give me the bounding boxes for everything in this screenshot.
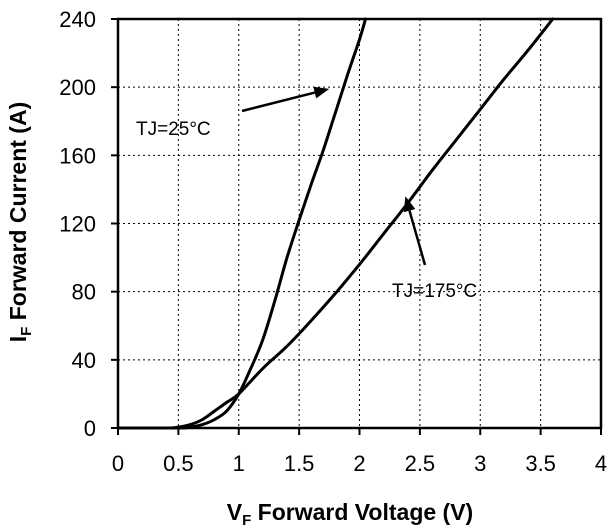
annotation-label-tj-175c: TJ=175°C [392,281,477,302]
x-tick-label: 2.5 [405,451,436,476]
x-tick-label: 1 [233,451,245,476]
curves [116,17,555,430]
y-tick-label: 160 [59,143,96,168]
grid [118,19,601,428]
x-tick-label: 2 [353,451,365,476]
y-tick-label: 120 [59,212,96,237]
annotation-label-tj-25c: TJ=25°C [136,119,211,140]
x-tick-label: 0 [112,451,124,476]
x-tick-label: 3.5 [525,451,556,476]
arrow-shaft-tj-175c [408,210,427,266]
arrow-head-tj-25c [313,86,330,99]
y-tick-label: 40 [72,348,96,373]
y-tick-label: 80 [72,280,96,305]
arrow-head-tj-175c [403,196,416,213]
y-axis-title: IF Forward Current (A) [5,102,35,342]
x-tick-label: 4 [595,451,607,476]
y-tick-label: 200 [59,75,96,100]
x-tick-label: 1.5 [284,451,315,476]
x-tick-label: 3 [474,451,486,476]
arrow-shaft-tj-25c [241,91,316,113]
series-line-tj-25c [116,17,367,430]
y-tick-label: 0 [84,416,96,441]
x-tick-label: 0.5 [163,451,194,476]
y-tick-label: 240 [59,7,96,32]
series-line-tj-175c [116,17,555,430]
annotations: TJ=25°C TJ=175°C [136,86,477,302]
x-axis-title: VF Forward Voltage (V) [227,499,473,529]
